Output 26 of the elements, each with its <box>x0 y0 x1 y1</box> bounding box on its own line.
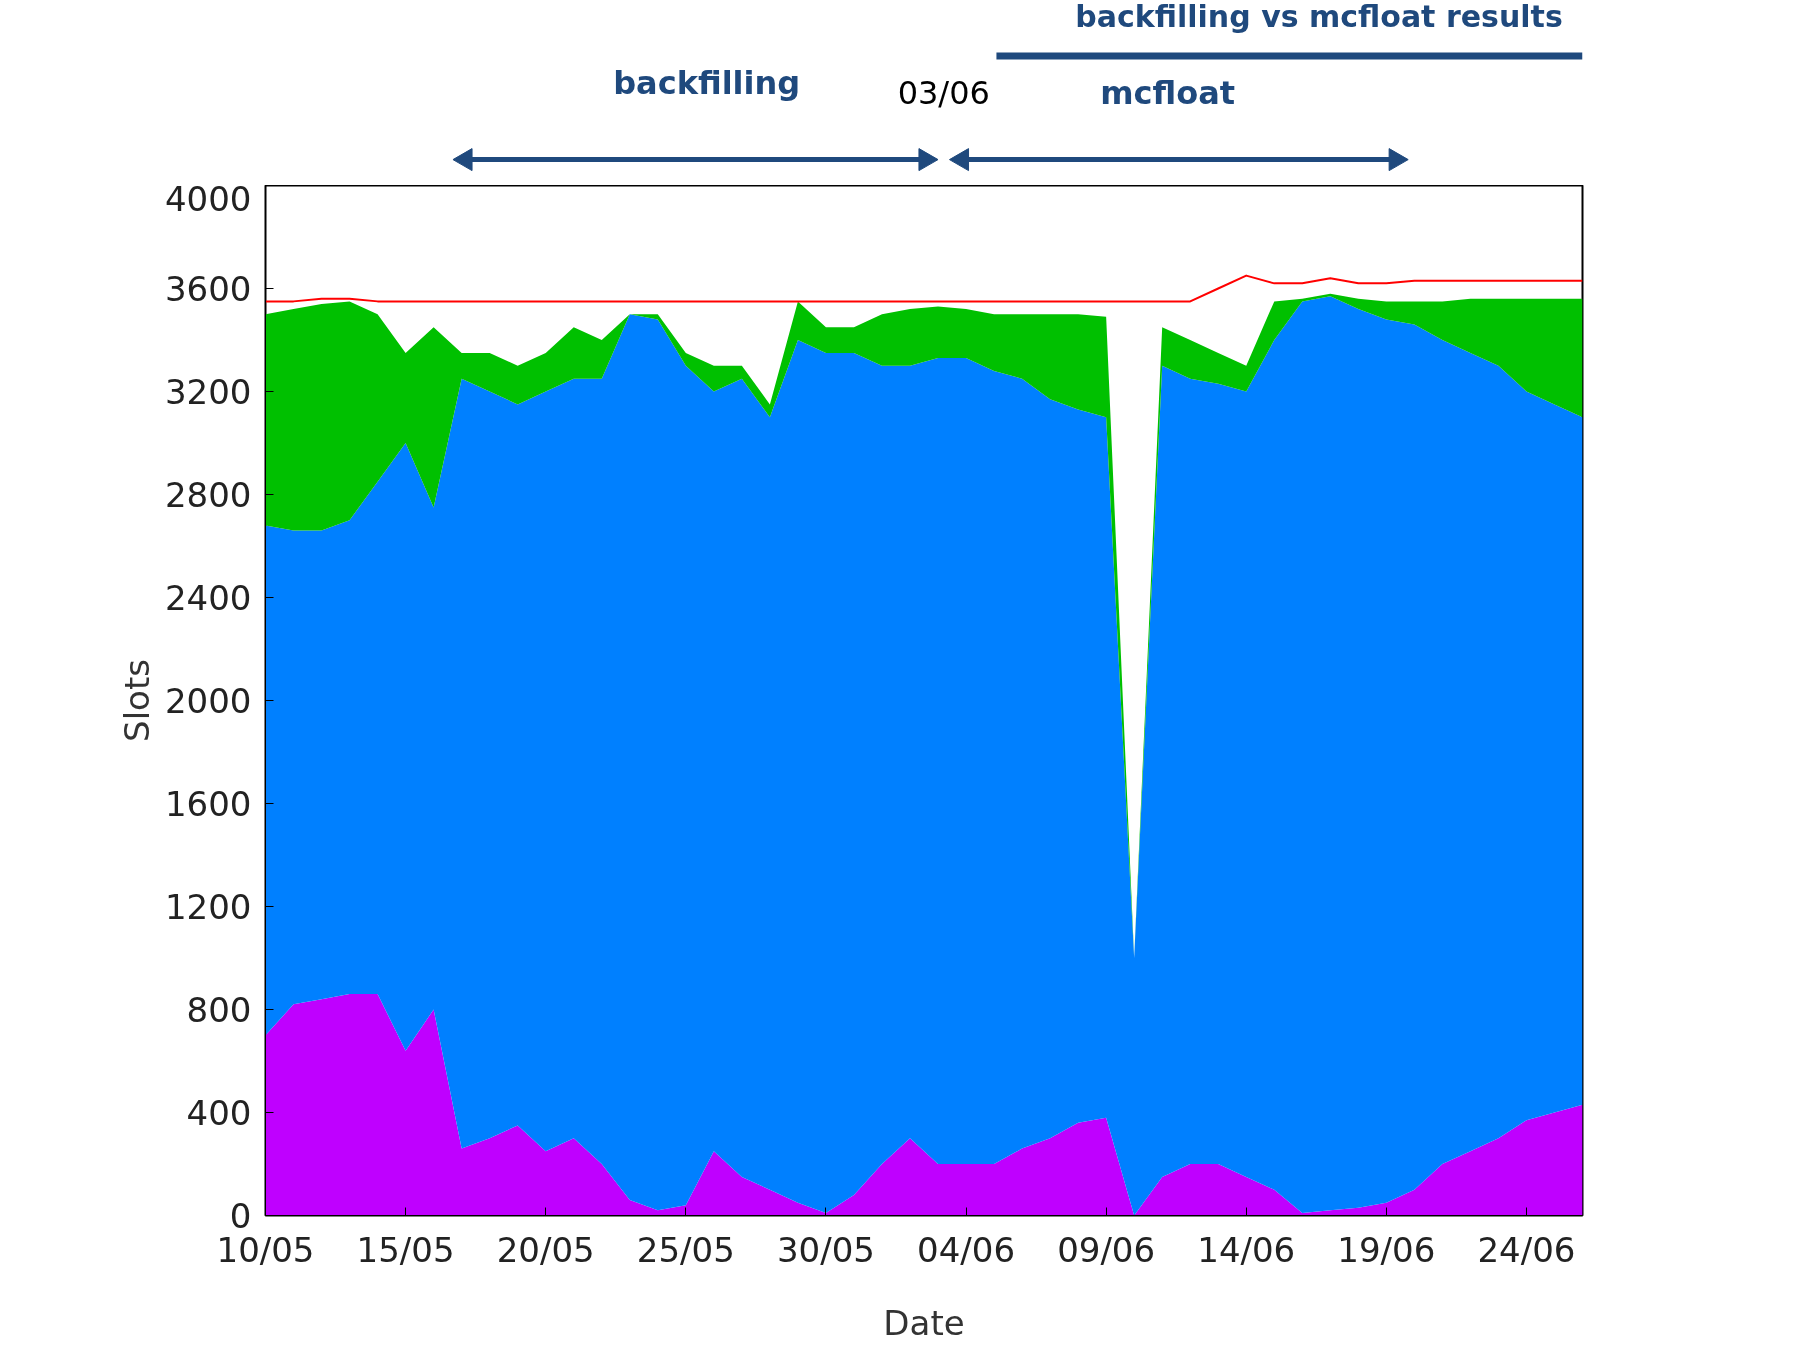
y-tick-label: 1600 <box>164 784 252 824</box>
x-tick-label: 30/05 <box>776 1229 875 1270</box>
y-tick-label: 400 <box>186 1093 252 1133</box>
x-axis-title: Date <box>883 1302 965 1343</box>
y-tick-label: 800 <box>186 990 252 1030</box>
line-series <box>265 274 1583 303</box>
x-tick-label: 25/05 <box>636 1229 735 1270</box>
y-tick-label: 3200 <box>164 372 252 412</box>
x-tick-label: 15/05 <box>356 1229 455 1270</box>
x-tick-label: 24/06 <box>1477 1229 1576 1270</box>
y-tick-label: 1200 <box>164 887 252 927</box>
x-tick-label: 04/06 <box>917 1229 1016 1270</box>
chart-title: backfilling vs mcfloat results <box>1075 0 1563 34</box>
x-tick-label: 09/06 <box>1057 1229 1156 1270</box>
text: backfilling <box>613 64 801 103</box>
y-tick-label: 4000 <box>164 178 252 219</box>
y-tick-label: 3600 <box>164 269 252 309</box>
x-tick-label: 14/06 <box>1197 1229 1296 1270</box>
y-tick-label: 2000 <box>164 681 252 721</box>
x-tick-label: 20/05 <box>496 1229 595 1270</box>
y-tick-label: 2800 <box>164 475 252 515</box>
x-tick-label: 19/06 <box>1337 1229 1436 1270</box>
text: 03/06 <box>897 73 990 112</box>
y-axis-title: Slots <box>116 659 157 742</box>
y-tick-label: 2400 <box>164 578 252 618</box>
text: mcfloat <box>1100 73 1236 112</box>
